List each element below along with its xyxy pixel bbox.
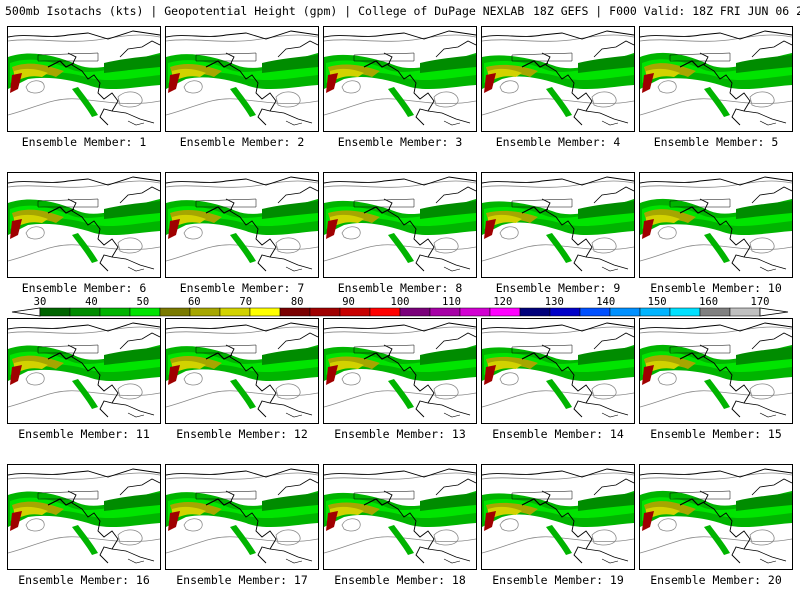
map-title: 500mb Isotachs (kts) | Geopotential Heig…: [5, 4, 525, 18]
colorbar-segment: [129, 307, 161, 317]
ensemble-member-label: Ensemble Member: 19: [492, 573, 624, 587]
colorbar-segment: [459, 307, 491, 317]
ensemble-member-label: Ensemble Member: 3: [337, 135, 463, 149]
ensemble-member-label: Ensemble Member: 12: [176, 427, 308, 441]
colorbar-bar: [11, 307, 789, 317]
ensemble-member-map: [639, 318, 793, 424]
ensemble-member-map: [7, 172, 161, 278]
ensemble-member-label: Ensemble Member: 17: [176, 573, 308, 587]
header: 500mb Isotachs (kts) | Geopotential Heig…: [0, 4, 800, 20]
colorbar-tick-label: 150: [647, 296, 667, 308]
colorbar-segment: [159, 307, 191, 317]
ensemble-member-map: [323, 318, 477, 424]
ensemble-member-label: Ensemble Member: 7: [179, 281, 305, 295]
colorbar-segment: [519, 307, 551, 317]
colorbar-segment: [69, 307, 101, 317]
colorbar-labels: 30 40 50 60 70 80 90 100 110 120 130 140 150 160 170: [0, 296, 800, 308]
ensemble-member-map: [323, 464, 477, 570]
ensemble-member-map: [7, 318, 161, 424]
colorbar-tick-label: 70: [239, 296, 253, 308]
colorbar-tick-label: 50: [136, 296, 150, 308]
ensemble-member-map: [323, 26, 477, 132]
colorbar-tick-label: 90: [342, 296, 355, 308]
colorbar-segment: [609, 307, 641, 317]
ensemble-member-map: [7, 464, 161, 570]
colorbar-tick-label: 100: [390, 296, 410, 308]
colorbar-tick-label: 30: [33, 296, 47, 308]
ensemble-member-label: Ensemble Member: 6: [21, 281, 147, 295]
colorbar-segment: [729, 307, 761, 317]
colorbar-segment: [489, 307, 521, 317]
ensemble-member-map: [165, 464, 319, 570]
colorbar-tick-label: 40: [85, 296, 98, 308]
colorbar-tick-label: 160: [699, 296, 719, 308]
colorbar-segment: [639, 307, 671, 317]
ensemble-member-map: [165, 26, 319, 132]
ensemble-member-map: [165, 172, 319, 278]
colorbar-segment: [669, 307, 701, 317]
ensemble-member-map: [639, 172, 793, 278]
ensemble-member-label: Ensemble Member: 20: [650, 573, 782, 587]
colorbar-right-arrow: [759, 307, 789, 317]
ensemble-member-label: Ensemble Member: 14: [492, 427, 624, 441]
ensemble-member-label: Ensemble Member: 11: [18, 427, 150, 441]
ensemble-member-label: Ensemble Member: 15: [650, 427, 782, 441]
ensemble-member-map: [7, 26, 161, 132]
colorbar-tick-label: 170: [750, 296, 770, 308]
ensemble-member-label: Ensemble Member: 9: [495, 281, 621, 295]
colorbar-segment: [39, 307, 71, 317]
ensemble-member-label: Ensemble Member: 5: [653, 135, 779, 149]
isotach-colorbar: 30 40 50 60 70 80 90 100 110 120 130 140 150 160 170: [0, 296, 800, 320]
run-info: 18Z GEFS | F000 Valid: 18Z FRI JUN 06 20…: [533, 4, 800, 18]
colorbar-tick-label: 110: [441, 296, 461, 308]
ensemble-member-label: Ensemble Member: 16: [18, 573, 150, 587]
ensemble-member-label: Ensemble Member: 1: [21, 135, 147, 149]
ensemble-member-label: Ensemble Member: 8: [337, 281, 463, 295]
ensemble-member-label: Ensemble Member: 10: [650, 281, 782, 295]
colorbar-tick-label: 120: [493, 296, 513, 308]
colorbar-tick-label: 130: [544, 296, 564, 308]
colorbar-segment: [309, 307, 341, 317]
colorbar-left-arrow: [11, 307, 41, 317]
colorbar-segment: [549, 307, 581, 317]
colorbar-tick-label: 80: [290, 296, 304, 308]
colorbar-segment: [429, 307, 461, 317]
ensemble-member-label: Ensemble Member: 2: [179, 135, 305, 149]
ensemble-member-label: Ensemble Member: 4: [495, 135, 621, 149]
ensemble-member-map: [481, 26, 635, 132]
ensemble-member-map: [639, 26, 793, 132]
colorbar-segment: [699, 307, 731, 317]
colorbar-segment: [99, 307, 131, 317]
colorbar-segment: [219, 307, 251, 317]
colorbar-segment: [279, 307, 311, 317]
ensemble-member-map: [481, 172, 635, 278]
colorbar-segment: [249, 307, 281, 317]
ensemble-member-map: [323, 172, 477, 278]
colorbar-segment: [399, 307, 431, 317]
ensemble-member-map: [481, 464, 635, 570]
ensemble-member-map: [481, 318, 635, 424]
ensemble-member-map: [639, 464, 793, 570]
colorbar-segment: [339, 307, 371, 317]
ensemble-member-label: Ensemble Member: 18: [334, 573, 466, 587]
colorbar-segment: [189, 307, 221, 317]
colorbar-segment: [369, 307, 401, 317]
colorbar-tick-label: 60: [187, 296, 201, 308]
colorbar-segment: [579, 307, 611, 317]
colorbar-tick-label: 140: [596, 296, 616, 308]
ensemble-member-map: [165, 318, 319, 424]
ensemble-member-label: Ensemble Member: 13: [334, 427, 466, 441]
